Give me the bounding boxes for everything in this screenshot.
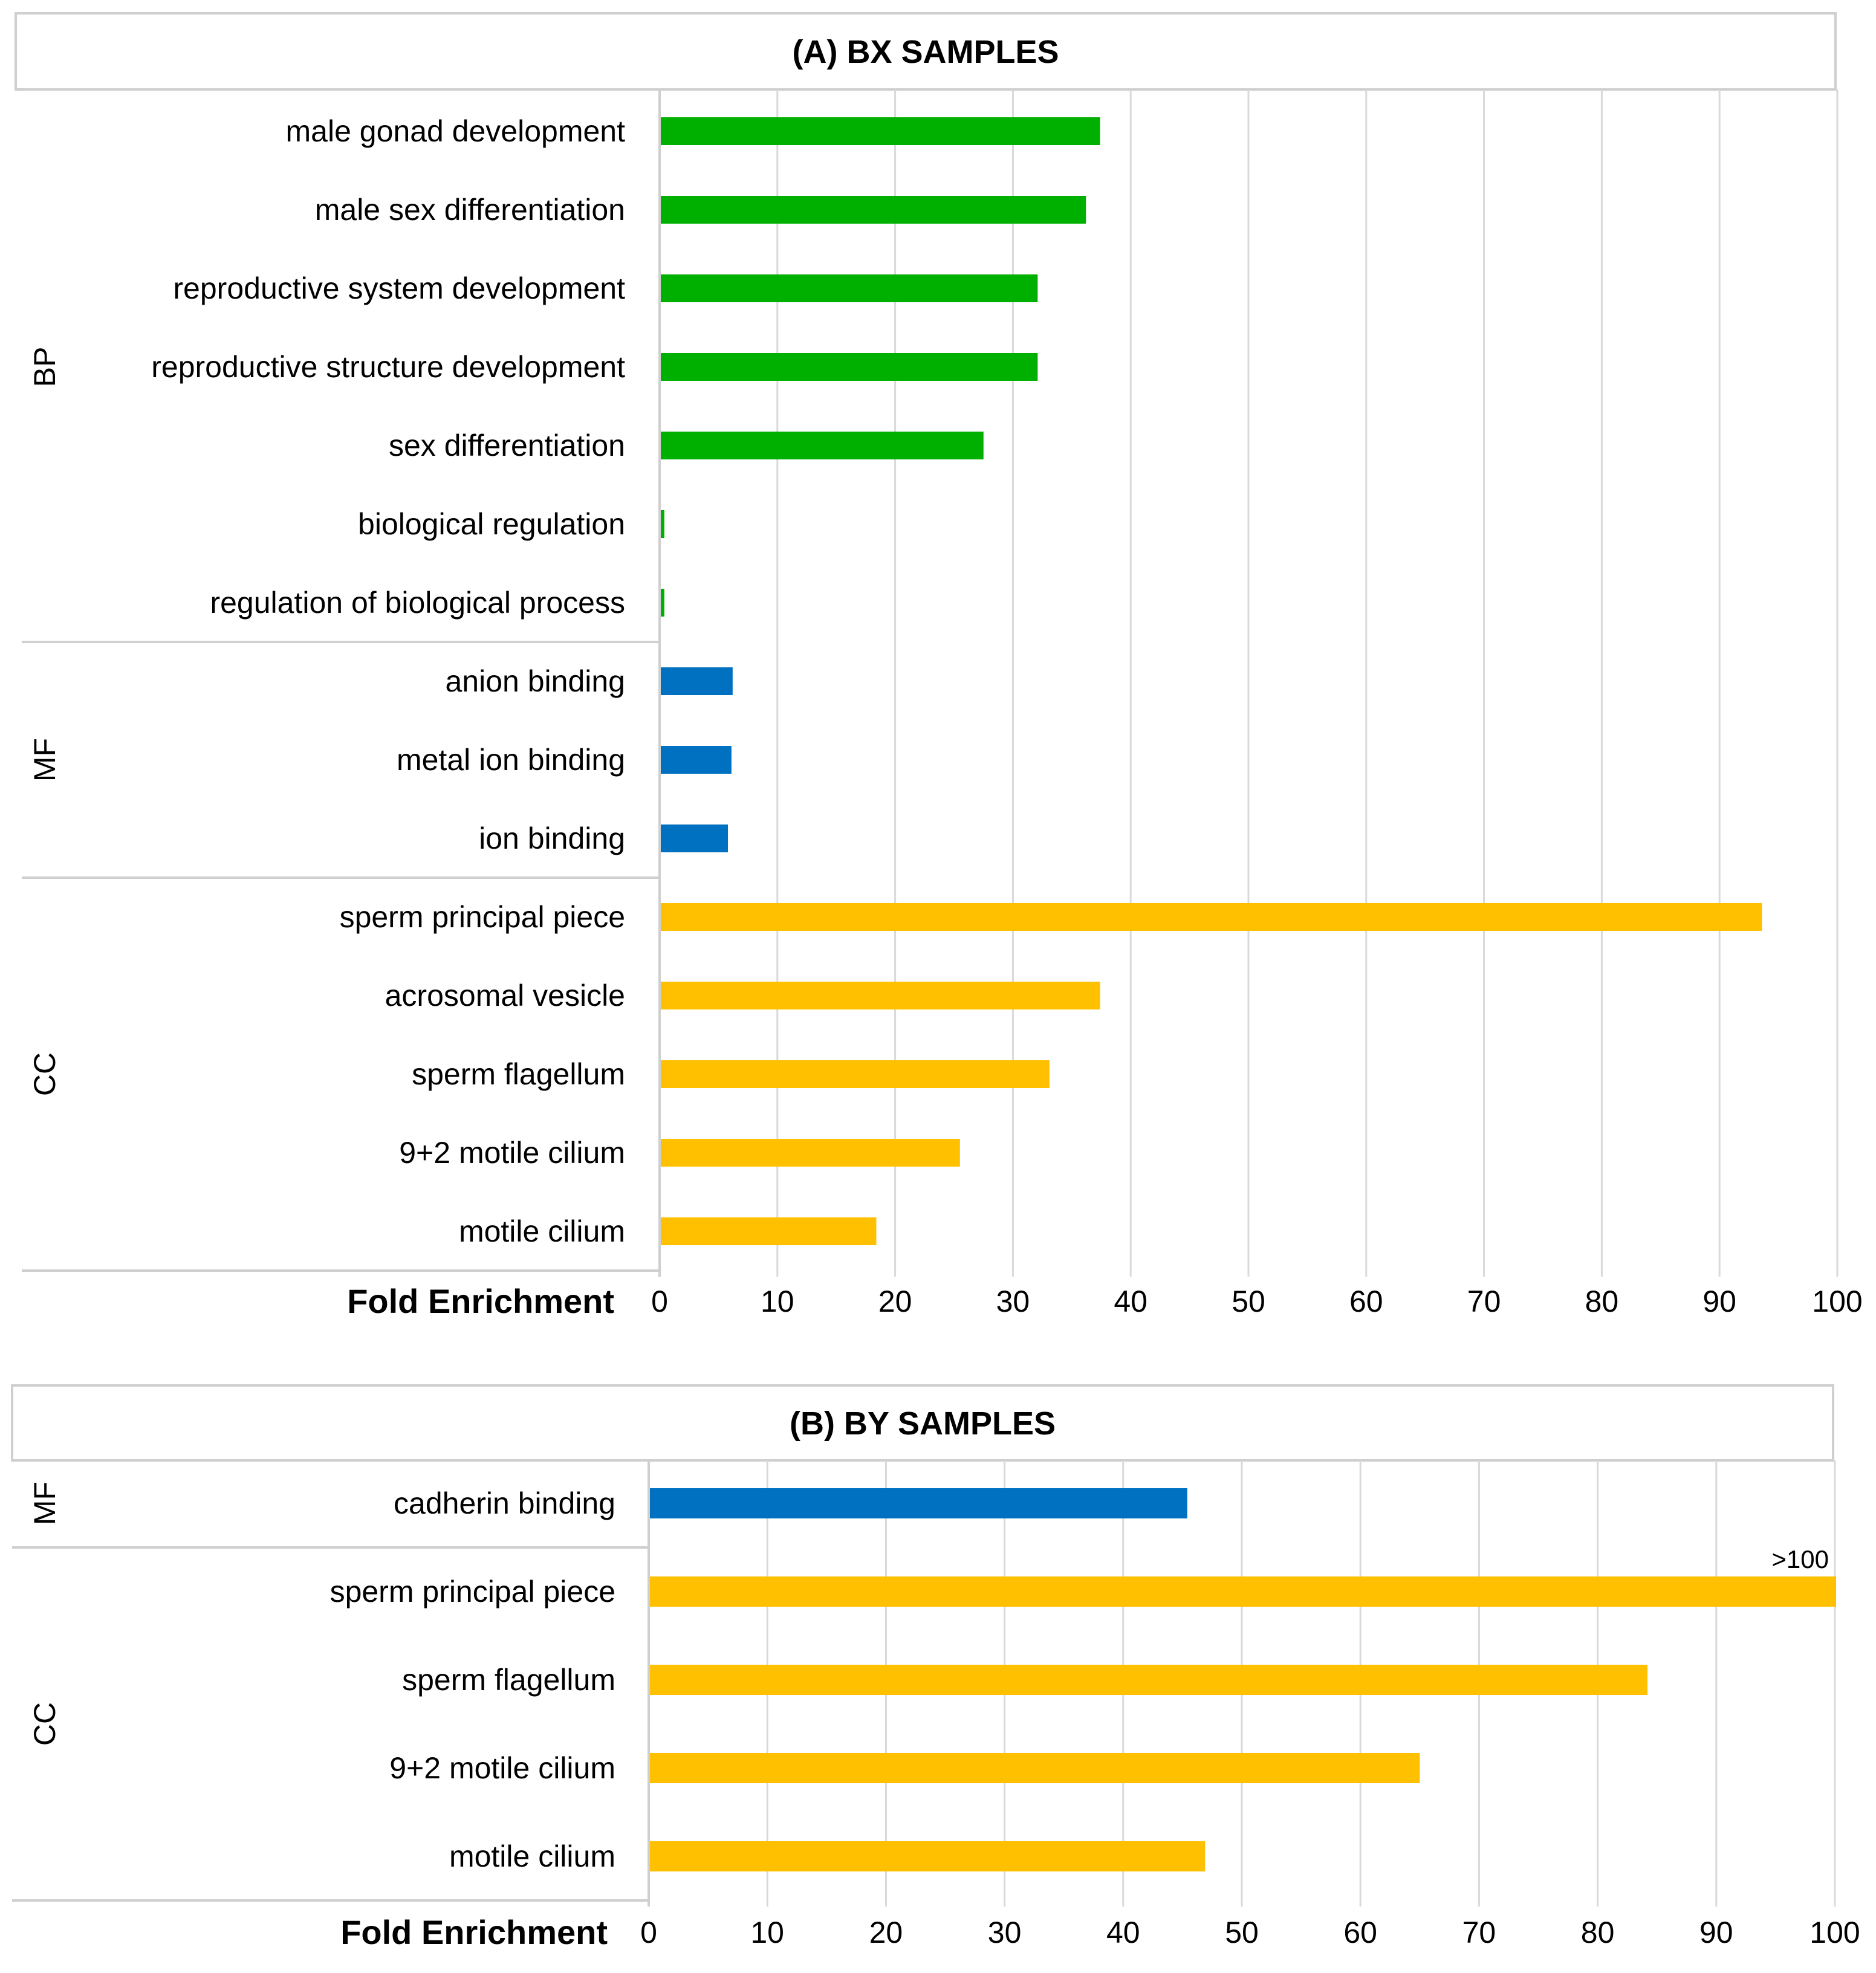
chart-title: (A) BX SAMPLES [792,34,1059,70]
x-tick-label: 100 [1812,1285,1862,1318]
x-tick-label: 80 [1585,1285,1619,1318]
x-axis-title: Fold Enrichment [340,1913,608,1951]
x-tick-label: 0 [640,1916,657,1949]
category-label: metal ion binding [397,743,625,777]
x-tick-label: 40 [1106,1916,1140,1949]
category-label: 9+2 motile cilium [389,1751,615,1785]
chart-title-box [15,12,1837,91]
x-tick-label: 90 [1699,1916,1733,1949]
bar [650,1488,1187,1518]
category-label: 9+2 motile cilium [399,1136,625,1170]
x-tick-label: 30 [996,1285,1030,1318]
category-label: acrosomal vesicle [385,979,625,1012]
group-label-bp: BP [28,347,62,387]
x-tick-label: 80 [1581,1916,1615,1949]
bar [661,825,729,852]
x-tick-label: 0 [651,1285,668,1318]
group-label-cc: CC [28,1702,62,1746]
bar [661,1060,1050,1088]
x-tick-label: 50 [1232,1285,1265,1318]
bar [661,903,1762,931]
bar [650,1753,1420,1783]
bar [650,1576,1836,1607]
chart-title-box [11,1384,1834,1462]
category-label: sperm principal piece [330,1575,615,1609]
bar [661,982,1100,1009]
group-label-mf: MF [28,738,62,782]
x-tick-label: 100 [1809,1916,1860,1949]
x-tick-label: 10 [761,1285,794,1318]
x-tick-label: 60 [1349,1285,1383,1318]
x-tick-label: 50 [1225,1916,1259,1949]
bar [661,196,1086,224]
category-label: ion binding [479,821,625,855]
chart-title: (B) BY SAMPLES [790,1405,1056,1442]
category-label: regulation of biological process [210,586,625,620]
category-label: sperm principal piece [340,900,625,934]
category-label: biological regulation [358,507,625,541]
x-axis-title: Fold Enrichment [347,1282,614,1320]
chart-panel-b: (B) BY SAMPLES 0 10 20 30 40 50 60 70 80 90 100 Fold… [11,1384,1860,1951]
bar [661,589,664,617]
bar-annotation: >100 [1771,1545,1829,1573]
x-tick-label: 70 [1462,1916,1496,1949]
bar [661,667,733,695]
bar [661,510,664,538]
x-tick-label: 30 [988,1916,1022,1949]
bar [661,117,1100,145]
category-label: reproductive system development [173,271,625,305]
category-label: sperm flagellum [402,1663,615,1697]
category-label: anion binding [446,664,626,698]
x-tick-label: 20 [878,1285,912,1318]
bar [650,1841,1206,1871]
x-tick-label: 60 [1343,1916,1377,1949]
x-tick-label: 20 [869,1916,903,1949]
x-tick-label: 40 [1114,1285,1147,1318]
bar [661,274,1038,302]
x-tick-label: 90 [1702,1285,1736,1318]
category-label: male gonad development [286,114,626,148]
bar [661,746,732,774]
category-label: motile cilium [449,1839,615,1873]
bar [661,1139,960,1167]
bar [661,1217,877,1245]
category-label: male sex differentiation [315,193,625,227]
category-label: cadherin binding [394,1486,615,1520]
group-label-mf: MF [28,1482,62,1525]
category-label: reproductive structure development [151,350,625,384]
group-label-cc: CC [28,1052,62,1096]
x-tick-label: 10 [750,1916,784,1949]
x-tick-label: 70 [1467,1285,1501,1318]
bar [661,353,1038,381]
category-label: motile cilium [459,1214,625,1248]
category-label: sex differentiation [389,429,625,462]
category-label: sperm flagellum [412,1057,625,1091]
chart-panel-a: (A) BX SAMPLES 0 10 20 30 40 50 60 70 80 90 100 Fold… [15,12,1863,1320]
bar [650,1665,1648,1695]
bar [661,432,984,459]
